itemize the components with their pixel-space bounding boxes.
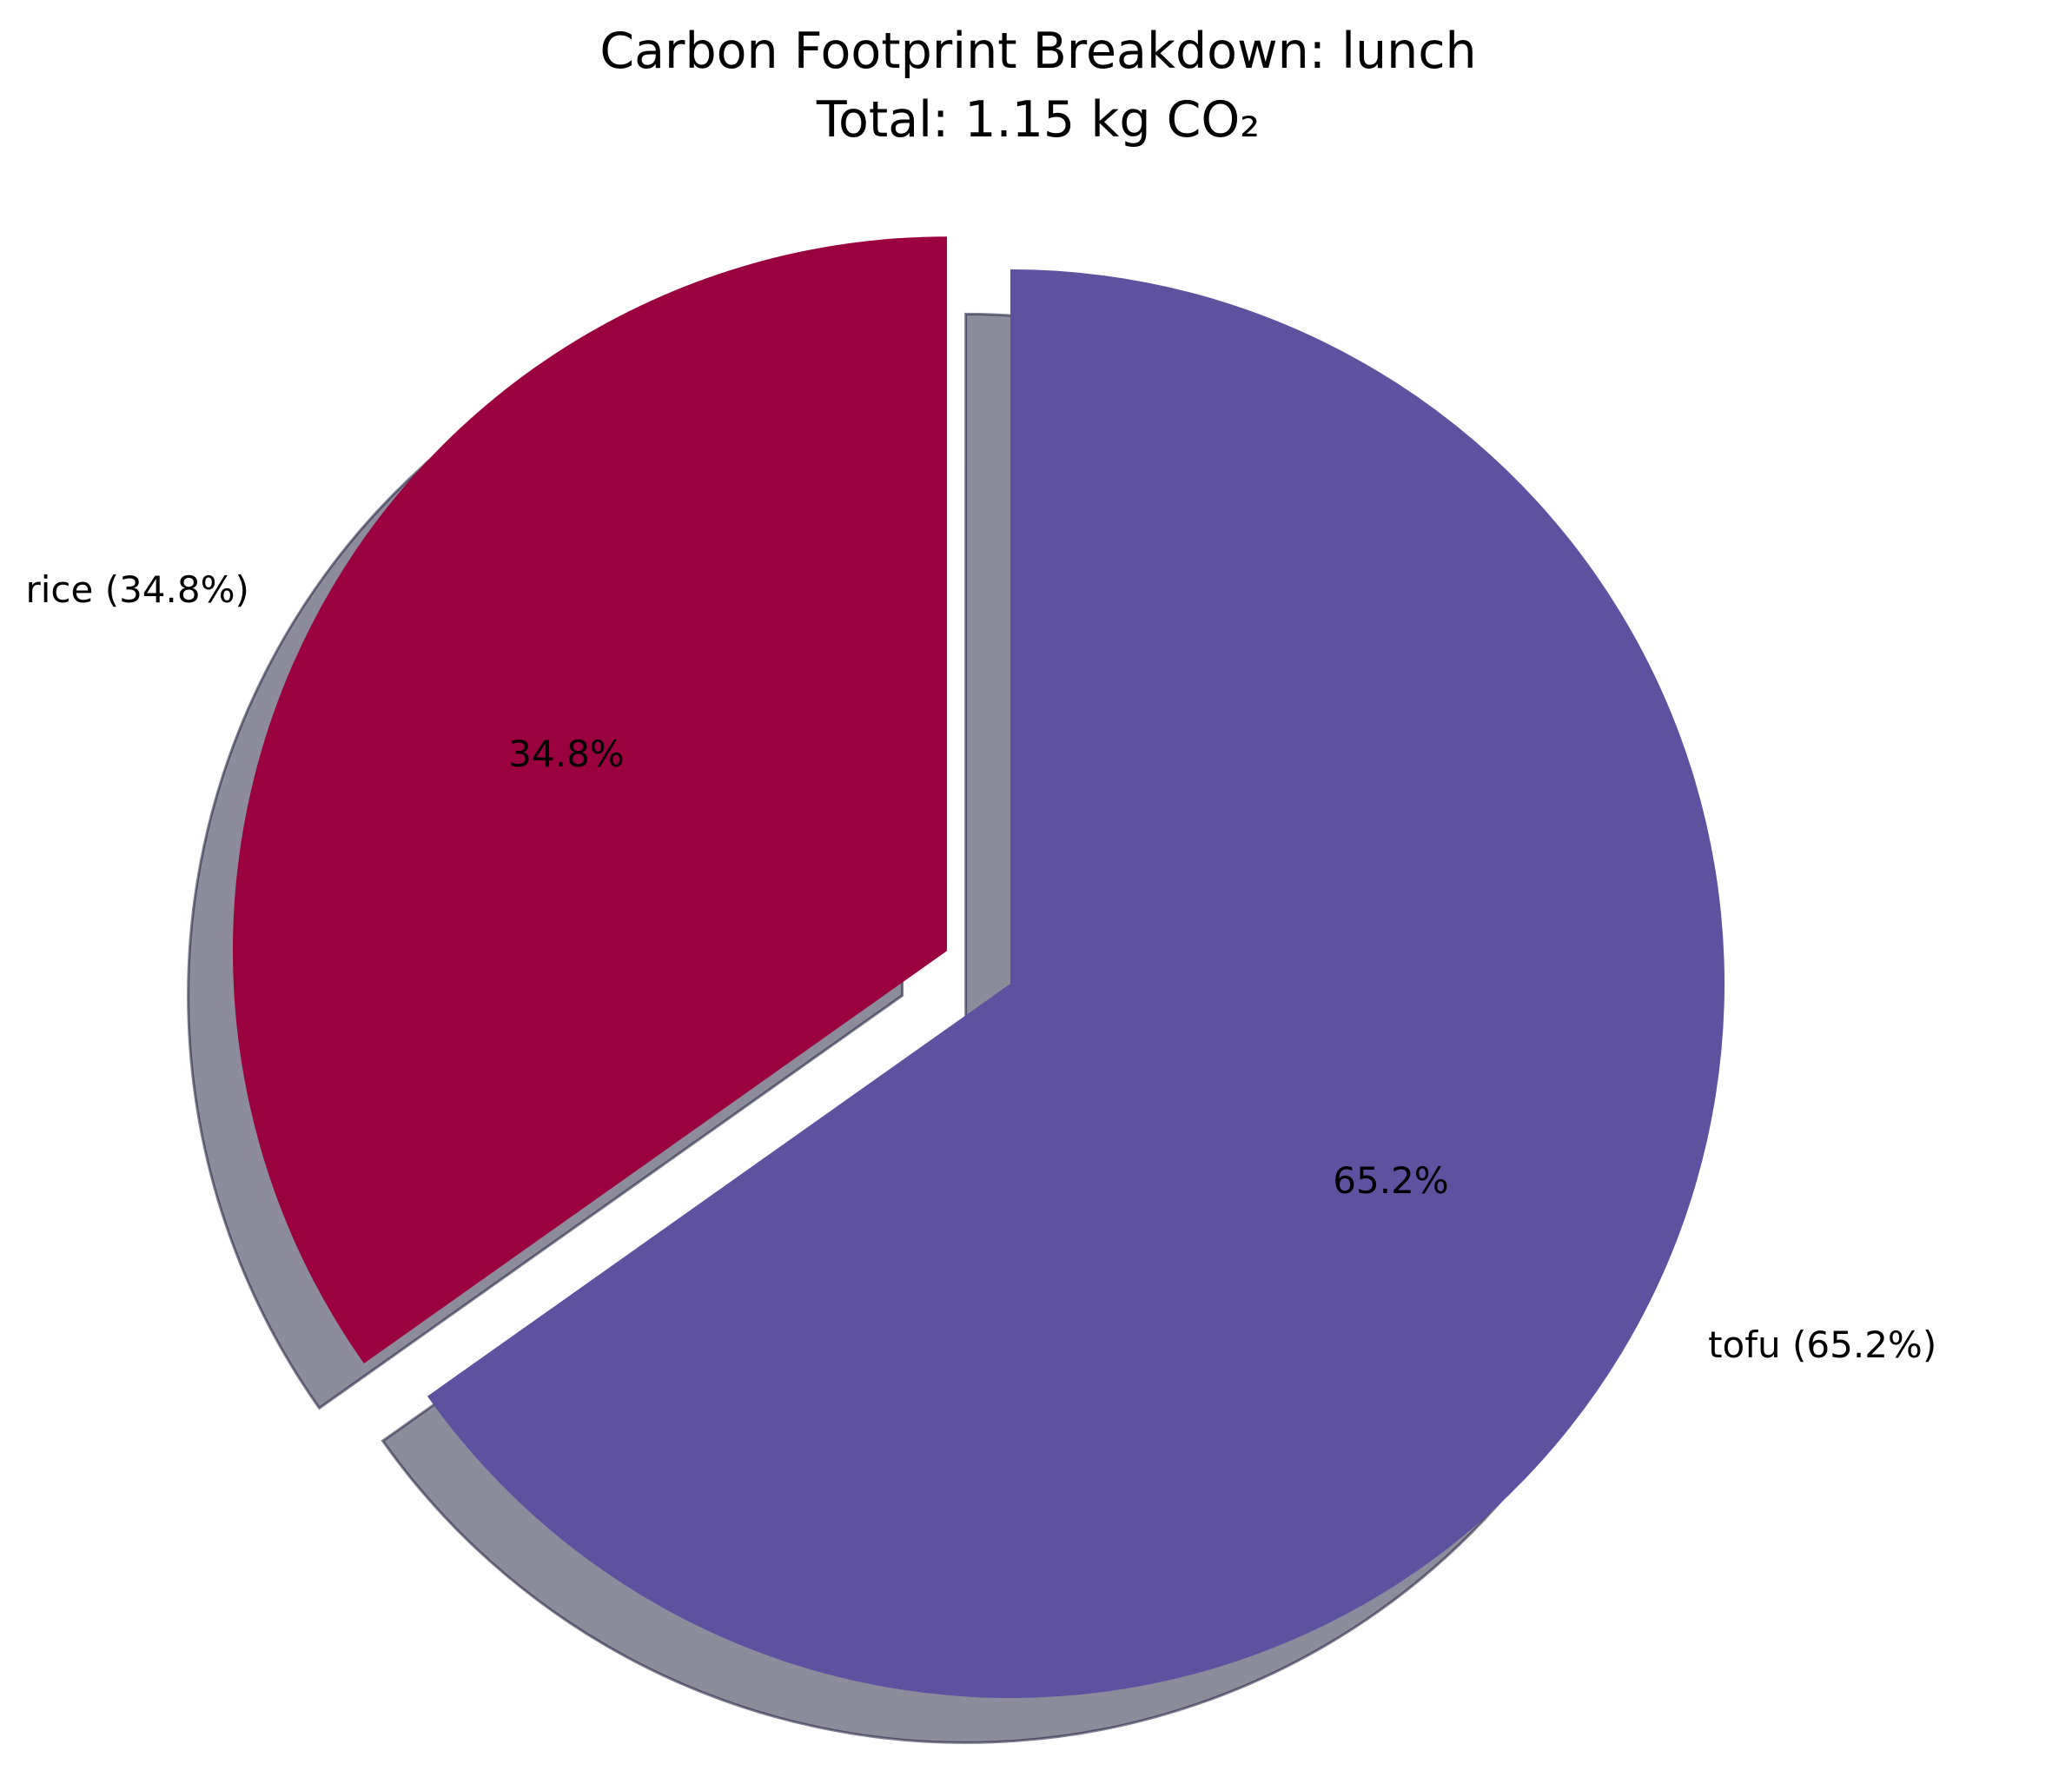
pie-slice-layer: [232, 236, 1725, 1699]
pie-slice-rice: [232, 236, 947, 1363]
pie-slice-tofu: [427, 269, 1725, 1699]
pie-pct-label-rice: 34.8%: [508, 733, 624, 775]
pie-label-layer: rice (34.8%) 34.8% tofu (65.2%) 65.2%: [25, 568, 1936, 1366]
chart-subtitle-line: Total: 1.15 kg CO₂: [816, 91, 1260, 149]
chart-title-line: Carbon Footprint Breakdown: lunch: [599, 23, 1476, 80]
pie-label-tofu: tofu (65.2%): [1708, 1323, 1936, 1366]
pie-pct-label-tofu: 65.2%: [1333, 1159, 1448, 1202]
chart-title: Carbon Footprint Breakdown: lunch Total:…: [599, 23, 1476, 149]
pie-label-rice: rice (34.8%): [25, 568, 248, 611]
